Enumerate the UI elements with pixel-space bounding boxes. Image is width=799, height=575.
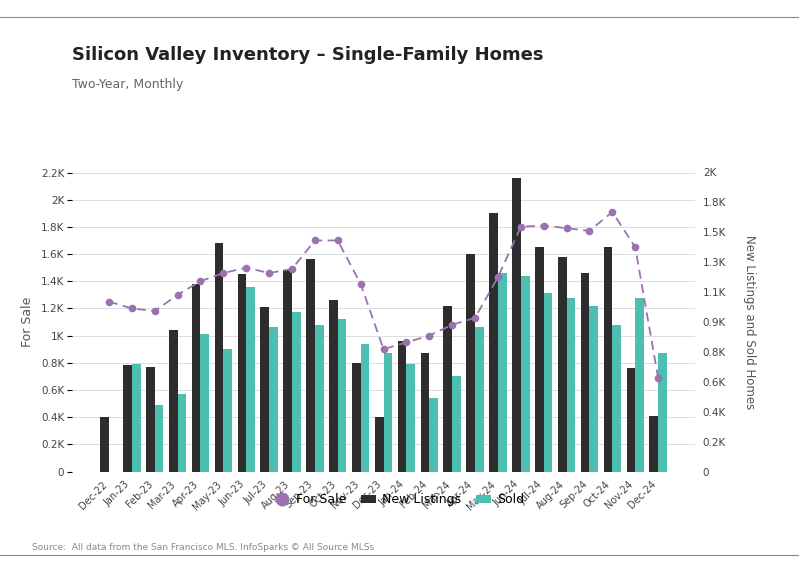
Bar	[269, 327, 278, 471]
Bar	[635, 297, 644, 472]
Bar	[420, 353, 429, 472]
Bar	[192, 284, 201, 472]
Bar	[284, 270, 292, 472]
Bar	[535, 247, 543, 472]
Bar	[658, 353, 667, 472]
Bar	[543, 293, 552, 472]
Bar	[360, 344, 369, 471]
Bar	[215, 243, 224, 472]
Bar	[512, 178, 521, 471]
Bar	[155, 405, 163, 471]
Bar	[626, 368, 635, 471]
Legend: For Sale, New Listings, Sold: For Sale, New Listings, Sold	[269, 488, 530, 511]
Bar	[100, 417, 109, 472]
Bar	[452, 377, 461, 471]
Bar	[521, 276, 530, 472]
Bar	[407, 364, 415, 472]
Bar	[489, 213, 498, 471]
Bar	[375, 417, 384, 472]
Bar	[352, 363, 360, 471]
Bar	[132, 364, 141, 472]
Bar	[558, 257, 566, 471]
Text: Two-Year, Monthly: Two-Year, Monthly	[72, 78, 183, 91]
Bar	[224, 349, 232, 471]
Bar	[246, 287, 255, 472]
Bar	[498, 273, 507, 472]
Bar	[292, 312, 300, 472]
Bar	[429, 398, 438, 472]
Bar	[590, 306, 598, 472]
Bar	[650, 416, 658, 471]
Bar	[306, 259, 315, 471]
Bar	[169, 330, 177, 471]
Bar	[475, 327, 483, 471]
Text: Source:  All data from the San Francisco MLS. InfoSparks © All Source MLSs: Source: All data from the San Francisco …	[32, 543, 374, 553]
Bar	[237, 274, 246, 472]
Bar	[604, 247, 612, 472]
Bar	[338, 319, 347, 471]
Bar	[581, 273, 590, 472]
Bar	[566, 297, 575, 472]
Bar	[467, 254, 475, 472]
Bar	[177, 394, 186, 472]
Bar	[384, 353, 392, 472]
Bar	[201, 334, 209, 472]
Bar	[329, 300, 338, 472]
Bar	[443, 306, 452, 472]
Bar	[398, 341, 407, 471]
Bar	[612, 325, 621, 471]
Bar	[315, 325, 324, 471]
Text: Silicon Valley Inventory – Single-Family Homes: Silicon Valley Inventory – Single-Family…	[72, 46, 543, 64]
Bar	[260, 307, 269, 472]
Y-axis label: New Listings and Sold Homes: New Listings and Sold Homes	[743, 235, 756, 409]
Bar	[146, 367, 155, 472]
Y-axis label: For Sale: For Sale	[21, 297, 34, 347]
Bar	[123, 366, 132, 471]
